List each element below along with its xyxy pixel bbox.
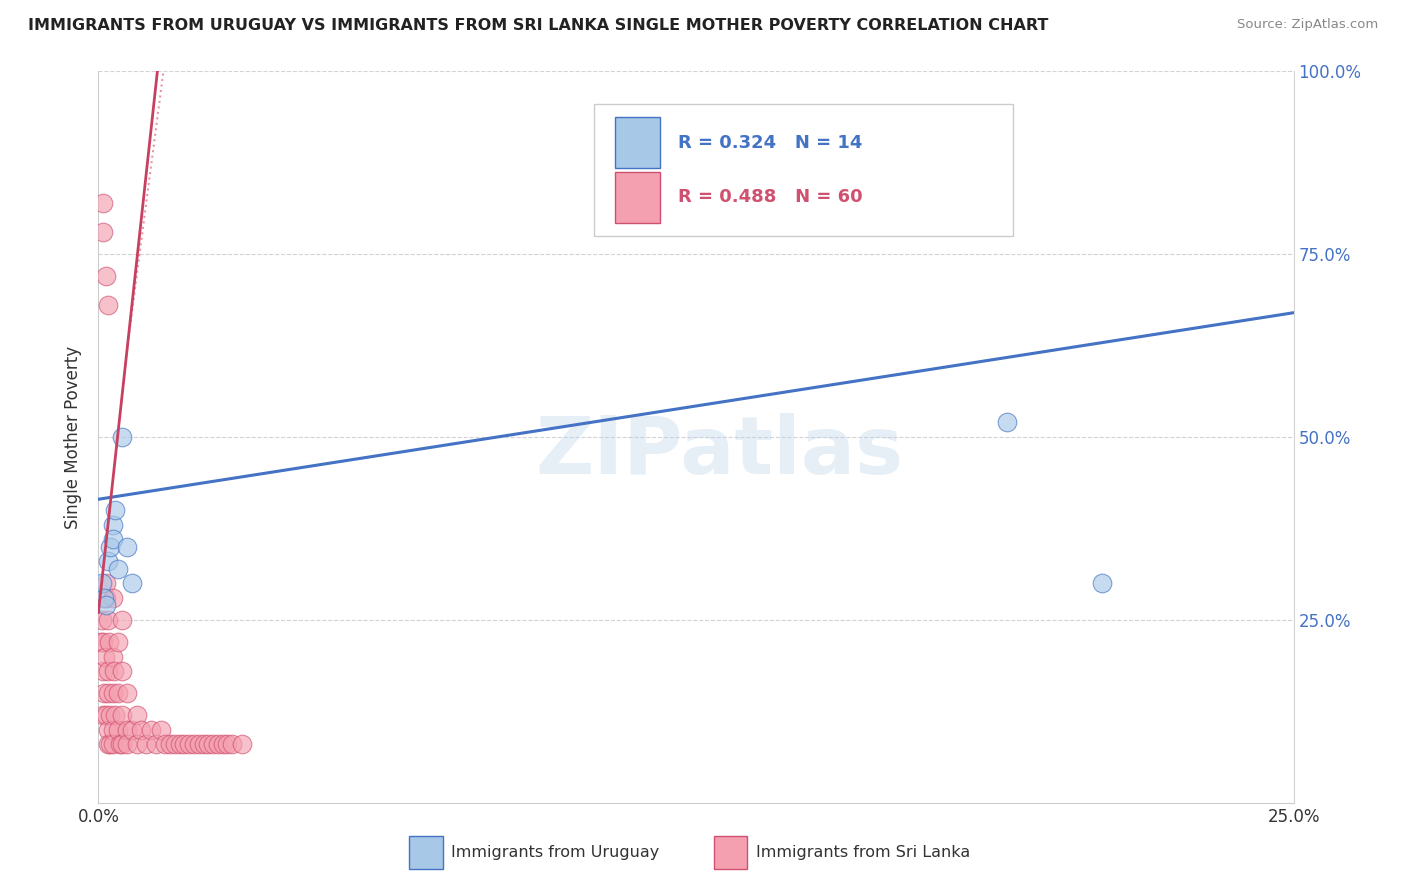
Text: Immigrants from Uruguay: Immigrants from Uruguay [451,845,659,860]
Point [108,737,131,751]
Point [101,533,124,547]
Point [115,723,138,737]
Point [101,591,124,605]
Point [217,737,239,751]
Point [97,298,120,312]
Point [197,737,219,751]
Point [97,664,120,678]
Point [207,737,229,751]
Text: Immigrants from Sri Lanka: Immigrants from Sri Lanka [756,845,970,860]
Bar [614,117,661,169]
Point [159,737,181,751]
Point [149,723,172,737]
Point [111,430,134,444]
Point [187,737,209,751]
Point [139,723,162,737]
Bar [614,172,661,223]
Point [101,649,124,664]
Point [193,737,215,751]
Point [121,723,143,737]
Text: R = 0.488   N = 60: R = 0.488 N = 60 [678,188,863,206]
Point [93,686,115,700]
Text: IMMIGRANTS FROM URUGUAY VS IMMIGRANTS FROM SRI LANKA SINGLE MOTHER POVERTY CORRE: IMMIGRANTS FROM URUGUAY VS IMMIGRANTS FR… [28,18,1049,33]
Point [94,269,117,284]
Point [115,686,138,700]
Point [101,517,124,532]
Point [101,723,124,737]
Point [107,562,129,576]
Point [97,635,120,649]
Point [91,635,114,649]
Point [202,737,225,751]
Point [155,737,177,751]
FancyBboxPatch shape [595,104,1012,236]
Point [169,737,191,751]
Point [97,723,120,737]
Point [104,503,127,517]
Point [163,737,186,751]
Point [90,635,112,649]
Point [111,737,134,751]
Point [1091,576,1114,591]
Point [111,664,134,678]
Point [111,613,134,627]
Point [93,649,115,664]
Point [97,554,120,568]
Point [183,737,205,751]
Point [145,737,167,751]
Point [94,591,117,605]
Point [98,708,122,723]
Point [91,196,114,211]
Point [94,599,117,613]
Point [91,708,114,723]
Point [91,664,114,678]
Point [115,540,138,554]
Point [121,576,143,591]
Text: ZIPatlas: ZIPatlas [536,413,904,491]
Point [91,225,114,239]
Point [94,576,117,591]
Point [131,723,153,737]
Point [101,737,124,751]
Point [97,737,120,751]
Y-axis label: Single Mother Poverty: Single Mother Poverty [65,345,83,529]
Point [111,708,134,723]
Point [995,416,1018,430]
Point [107,635,129,649]
Point [94,708,117,723]
Point [125,737,148,751]
Point [231,737,253,751]
Point [211,737,233,751]
Point [90,613,112,627]
Bar [714,836,748,869]
Point [115,737,138,751]
Point [135,737,157,751]
Point [97,686,120,700]
Point [107,723,129,737]
Point [221,737,243,751]
Point [97,613,120,627]
Point [173,737,195,751]
Point [125,708,148,723]
Point [98,540,122,554]
Text: R = 0.324   N = 14: R = 0.324 N = 14 [678,134,862,152]
Text: Source: ZipAtlas.com: Source: ZipAtlas.com [1237,18,1378,31]
Point [104,708,127,723]
Point [103,664,125,678]
Point [93,591,115,605]
Point [101,686,124,700]
Point [107,686,129,700]
Bar [409,836,443,869]
Point [179,737,201,751]
Point [91,576,114,591]
Point [98,737,122,751]
